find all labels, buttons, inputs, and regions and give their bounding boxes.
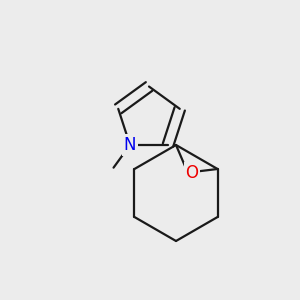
Text: N: N bbox=[124, 136, 136, 154]
Text: O: O bbox=[185, 164, 198, 181]
